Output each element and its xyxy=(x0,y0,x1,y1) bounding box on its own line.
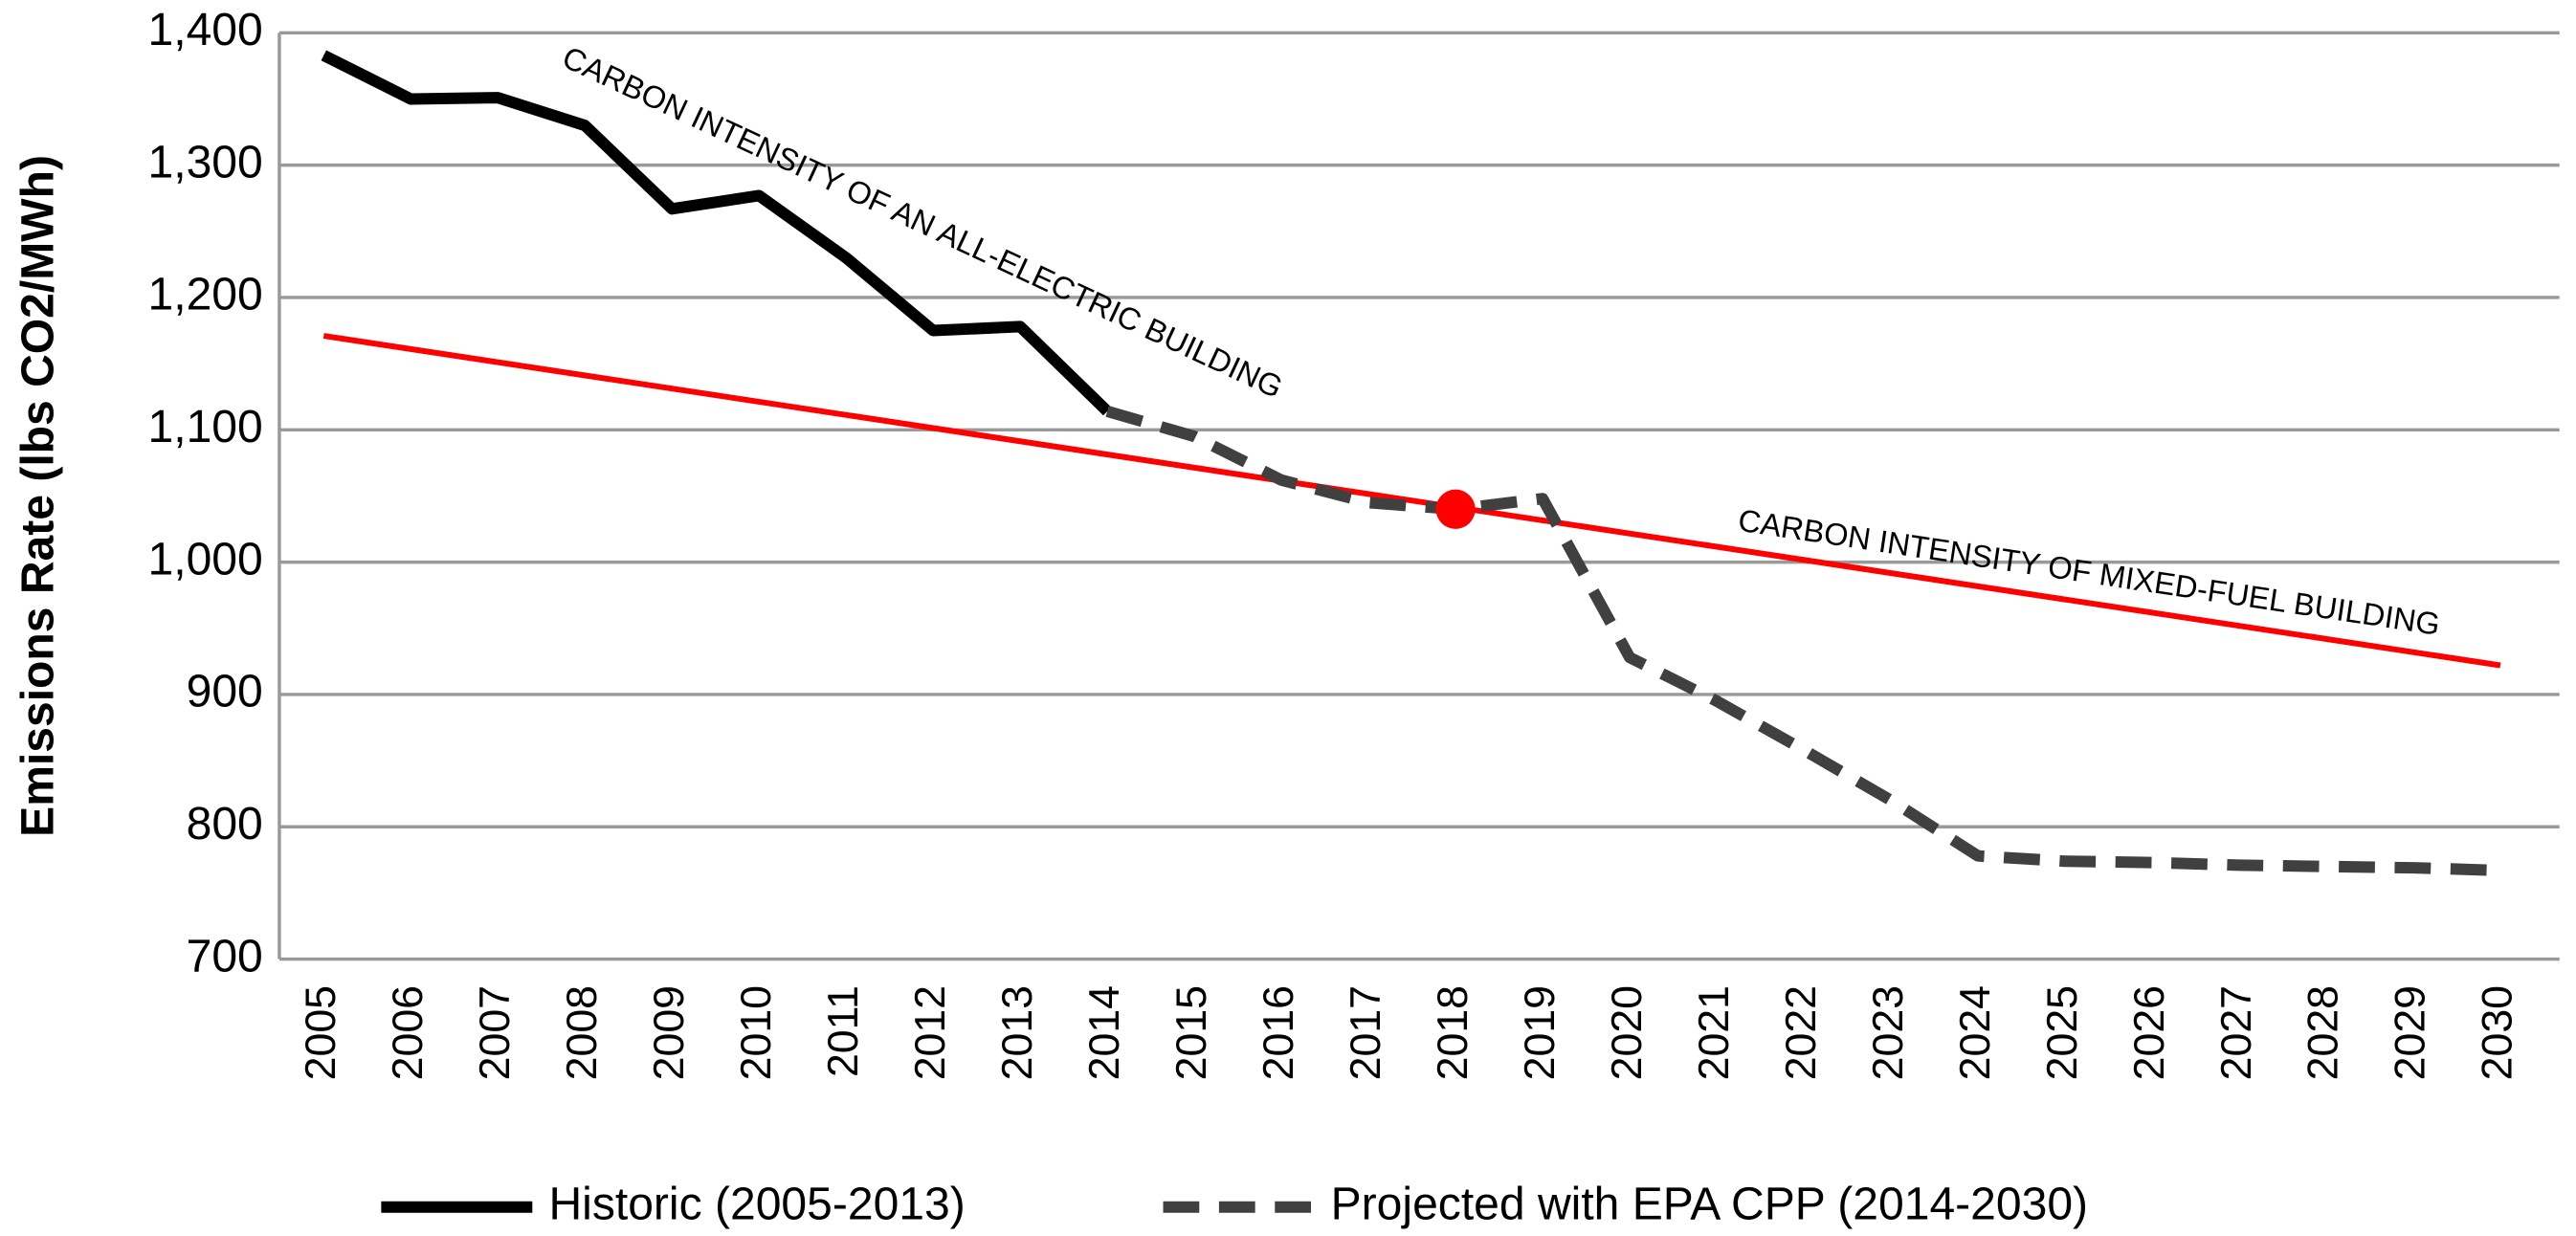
x-tick-label: 2013 xyxy=(994,985,1041,1080)
x-tick-label: 2020 xyxy=(1604,985,1651,1080)
x-tick-label: 2030 xyxy=(2475,985,2521,1080)
x-tick-label: 2015 xyxy=(1168,985,1215,1080)
y-tick-label: 1,000 xyxy=(148,533,263,585)
y-tick-label: 800 xyxy=(187,798,263,850)
y-tick-label: 700 xyxy=(187,930,263,982)
x-tick-label: 2011 xyxy=(820,985,867,1077)
x-tick-label: 2023 xyxy=(1865,985,1912,1080)
annotation: CARBON INTENSITY OF MIXED-FUEL BUILDING xyxy=(1736,502,2442,642)
x-tick-label: 2010 xyxy=(733,985,780,1080)
x-tick-label: 2029 xyxy=(2387,985,2434,1080)
highlight-marker xyxy=(1435,489,1476,529)
y-tick-label: 1,400 xyxy=(148,4,263,55)
x-tick-label: 2018 xyxy=(1430,985,1477,1080)
x-tick-label: 2008 xyxy=(559,985,606,1080)
y-tick-label: 1,200 xyxy=(148,269,263,320)
legend-label: Historic (2005-2013) xyxy=(548,1178,965,1229)
y-tick-label: 1,300 xyxy=(148,136,263,188)
x-tick-label: 2009 xyxy=(646,985,693,1080)
x-tick-label: 2021 xyxy=(1691,985,1738,1080)
y-tick-label: 1,100 xyxy=(148,401,263,452)
x-tick-label: 2024 xyxy=(1952,985,1999,1080)
x-tick-label: 2022 xyxy=(1778,985,1825,1080)
x-tick-label: 2014 xyxy=(1081,985,1128,1080)
series-line xyxy=(1105,406,2501,876)
x-tick-label: 2017 xyxy=(1343,985,1389,1080)
reference-line xyxy=(322,333,2501,669)
y-axis-label: Emissions Rate (lbs CO2/MWh) xyxy=(12,155,64,837)
x-tick-label: 2007 xyxy=(472,985,519,1080)
x-tick-label: 2005 xyxy=(298,985,344,1080)
y-tick-label: 900 xyxy=(187,666,263,717)
x-tick-label: 2027 xyxy=(2213,985,2260,1080)
legend-label: Projected with EPA CPP (2014-2030) xyxy=(1331,1178,2088,1229)
x-tick-label: 2012 xyxy=(907,985,954,1080)
x-tick-label: 2019 xyxy=(1517,985,1564,1080)
x-tick-label: 2026 xyxy=(2126,985,2173,1080)
x-tick-label: 2016 xyxy=(1255,985,1302,1080)
annotation: CARBON INTENSITY OF AN ALL-ELECTRIC BUIL… xyxy=(557,39,1288,405)
x-tick-label: 2006 xyxy=(385,985,432,1080)
series-line xyxy=(321,50,1112,416)
x-tick-label: 2025 xyxy=(2039,985,2086,1080)
x-tick-label: 2028 xyxy=(2300,985,2347,1080)
